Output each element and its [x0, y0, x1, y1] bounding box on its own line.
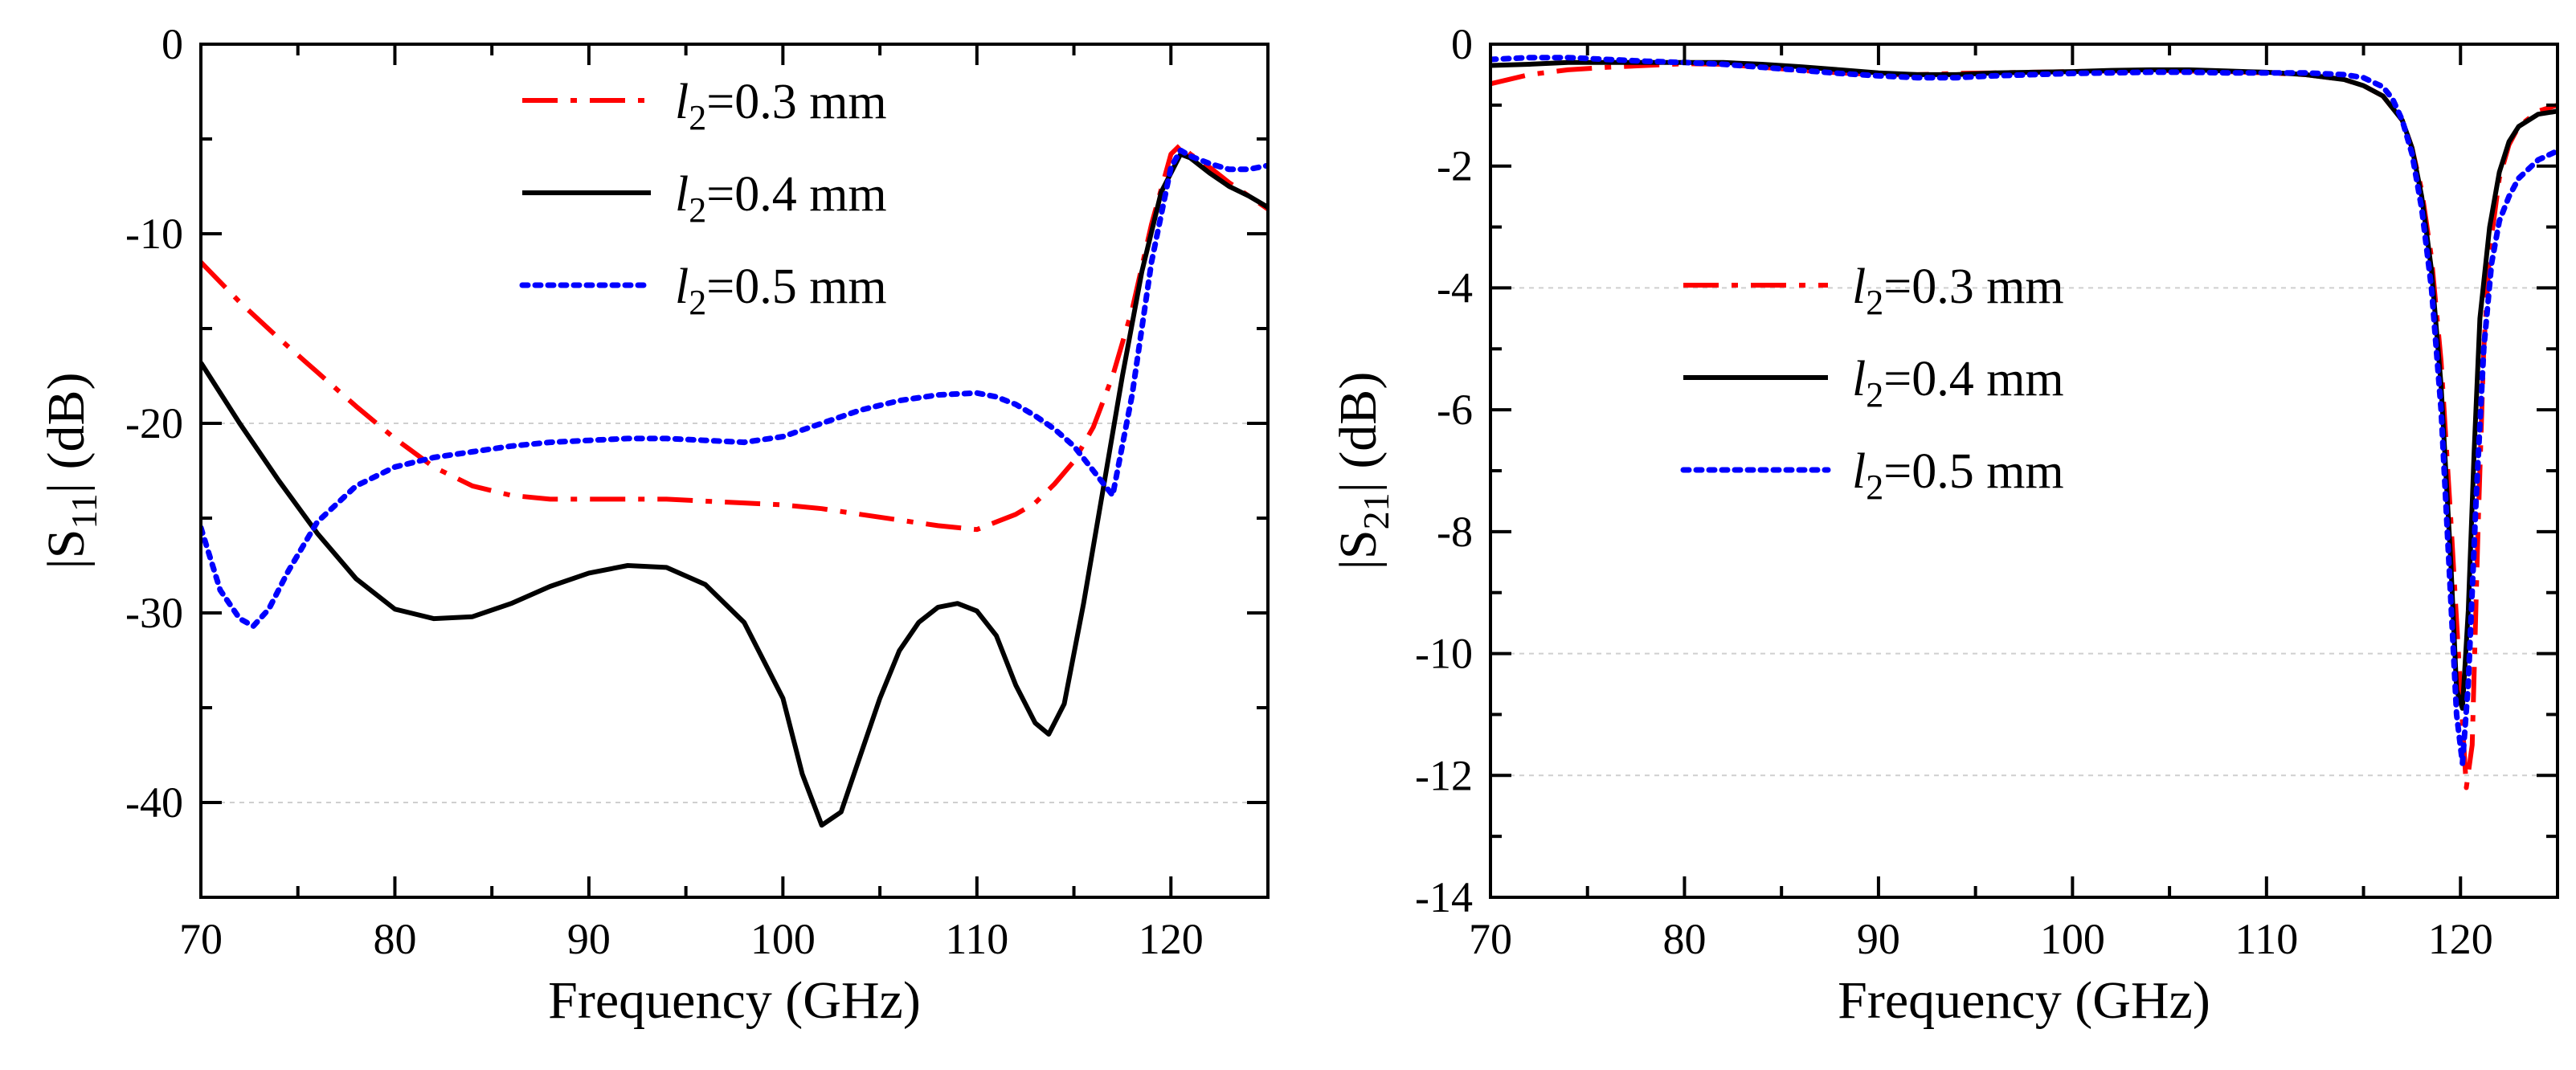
x-axis-title: Frequency (GHz) [548, 971, 921, 1030]
legend-label: l2=0.5 mm [1852, 444, 2064, 507]
x-tick-label: 90 [567, 915, 611, 963]
x-tick-label: 80 [1662, 915, 1706, 963]
x-axis-title: Frequency (GHz) [1838, 971, 2210, 1030]
s11-panel: 70 80 90 100 110 120 0 -10 -20 -30 -40 Frequency (G… [37, 20, 1270, 1030]
y-tick-label: -8 [1437, 508, 1473, 556]
series-line-s11-1 [201, 151, 1268, 828]
y-tick-label: -2 [1437, 142, 1473, 190]
y-tick-label: 0 [162, 20, 183, 68]
legend-label: l2=0.4 mm [1852, 352, 2064, 415]
x-tick-label: 120 [2428, 915, 2493, 963]
x-tick-label: 100 [750, 915, 816, 963]
x-tick-label: 120 [1139, 915, 1204, 963]
legend-label: l2=0.3 mm [675, 75, 887, 137]
s21-panel: 70 80 90 100 110 120 0 -2 -4 -6 -8 -10 -12 -14 Frequen… [1329, 20, 2559, 1030]
y-tick-label: -10 [1415, 630, 1473, 678]
y-tick-label: -20 [125, 399, 183, 447]
x-tick-label: 110 [945, 915, 1008, 963]
x-tick-label: 100 [2040, 915, 2105, 963]
y-tick-label: 0 [1451, 20, 1473, 68]
legend: l2=0.3 mm l2=0.4 mm l2=0.5 mm [519, 75, 887, 322]
plot-frame [199, 43, 1270, 899]
y-tick-label: -30 [125, 589, 183, 637]
x-tick-label: 90 [1857, 915, 1900, 963]
y-axis-title: |S21| (dB) [1329, 372, 1396, 570]
x-tick-label: 70 [1469, 915, 1512, 963]
x-tick-label: 110 [2235, 915, 2298, 963]
y-tick-label: -12 [1415, 751, 1473, 799]
series-line-s21-2 [1490, 55, 2558, 766]
series-line-s11-0 [201, 142, 1268, 533]
y-tick-label: -40 [125, 778, 183, 827]
y-axis-title: |S11| (dB) [37, 373, 104, 570]
legend-label: l2=0.5 mm [675, 259, 887, 322]
y-tick-label: -4 [1437, 263, 1473, 312]
x-tick-label: 70 [179, 915, 223, 963]
y-tick-label: -10 [125, 210, 183, 258]
legend: l2=0.3 mm l2=0.4 mm l2=0.5 mm [1680, 259, 2064, 507]
y-tick-label: -14 [1415, 873, 1473, 921]
legend-label: l2=0.3 mm [1852, 259, 2064, 322]
series-line-s11-2 [201, 147, 1268, 629]
x-tick-label: 80 [373, 915, 416, 963]
y-tick-label: -6 [1437, 386, 1473, 434]
legend-label: l2=0.4 mm [675, 167, 887, 230]
